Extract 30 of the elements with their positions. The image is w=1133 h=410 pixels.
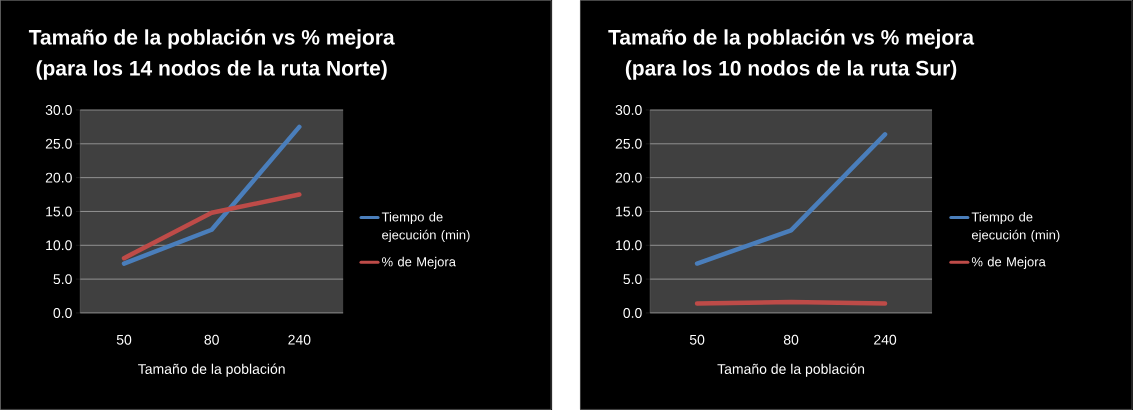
legend-label: Tiempo de ejecución (min) [381,211,470,243]
legend-label: % de Mejora [971,256,1046,270]
x-axis-title: Tamaño de la población [138,363,285,377]
y-tick-label: 20.0 [615,172,642,183]
y-tick-label: 5.0 [623,274,642,285]
y-tick-label: 30.0 [45,105,72,115]
chart-subtitle: (para los 14 nodos de la ruta Norte) [36,60,387,80]
legend-label: Tiempo de ejecución (min) [971,211,1060,243]
x-tick-label: 240 [288,334,311,345]
y-tick-label: 20.0 [45,172,72,183]
x-tick-label: 240 [874,334,897,345]
x-axis-title: Tamaño de la población [717,363,865,377]
y-tick-label: 25.0 [615,138,642,149]
chart-title: Tamaño de la población vs % mejora [608,29,975,49]
y-tick-label: 10.0 [616,240,642,251]
chart-title: Tamaño de la población vs % mejora [28,29,395,49]
x-tick-label: 80 [204,334,219,345]
x-tick-label: 80 [783,334,799,345]
y-tick-label: 0.0 [623,308,642,318]
y-tick-label: 10.0 [46,240,72,251]
y-tick-label: 30.0 [615,105,642,115]
y-tick-label: 25.0 [45,138,72,149]
chart-subtitle: (para los 10 nodos de la ruta Sur) [625,60,957,80]
legend-label: % de Mejora [382,256,456,270]
x-tick-label: 50 [116,334,132,345]
y-tick-label: 15.0 [46,206,72,217]
y-tick-label: 0.0 [53,308,72,318]
y-tick-label: 5.0 [53,274,72,285]
y-tick-label: 15.0 [616,206,642,217]
x-tick-label: 50 [689,334,705,345]
